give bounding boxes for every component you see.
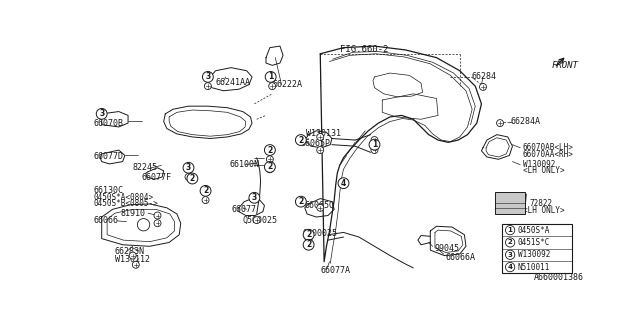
Circle shape	[303, 239, 314, 250]
Circle shape	[371, 137, 378, 143]
Circle shape	[253, 217, 260, 224]
Text: 4: 4	[508, 264, 513, 270]
Text: 1: 1	[268, 72, 273, 81]
Text: 66284A: 66284A	[511, 117, 541, 126]
Text: W130092: W130092	[518, 250, 550, 259]
Text: 0450S*A: 0450S*A	[518, 226, 550, 235]
Circle shape	[506, 262, 515, 272]
Text: 72822: 72822	[529, 199, 552, 208]
Circle shape	[266, 166, 273, 173]
Text: 3: 3	[99, 109, 104, 118]
Text: 3: 3	[508, 252, 513, 258]
Text: <LH ONLY>: <LH ONLY>	[522, 166, 564, 175]
Text: 99045: 99045	[434, 244, 459, 253]
Text: W130112: W130112	[115, 255, 150, 264]
Circle shape	[338, 178, 349, 188]
Text: 66241AA: 66241AA	[216, 78, 251, 87]
Circle shape	[204, 83, 211, 90]
Circle shape	[264, 145, 275, 156]
Circle shape	[202, 71, 213, 82]
Circle shape	[305, 235, 312, 242]
Circle shape	[200, 186, 211, 196]
Text: W130092: W130092	[522, 160, 555, 169]
Text: 1: 1	[508, 227, 513, 233]
Text: 1: 1	[372, 140, 377, 149]
Circle shape	[317, 133, 324, 140]
Circle shape	[317, 204, 324, 211]
Circle shape	[506, 238, 515, 247]
Circle shape	[187, 173, 198, 184]
Text: 66070B: 66070B	[94, 119, 124, 128]
Circle shape	[371, 147, 378, 154]
Text: 66070AA<RH>: 66070AA<RH>	[522, 150, 573, 159]
Text: <LH ONLY>: <LH ONLY>	[524, 206, 565, 215]
Circle shape	[479, 84, 486, 90]
Text: A660001386: A660001386	[533, 273, 584, 282]
Text: 66066: 66066	[94, 216, 119, 225]
Circle shape	[138, 219, 150, 231]
Circle shape	[202, 196, 209, 204]
Circle shape	[96, 108, 107, 119]
Text: 2: 2	[268, 146, 273, 155]
Circle shape	[265, 71, 276, 82]
Text: 66283N: 66283N	[115, 247, 145, 256]
Text: 82245: 82245	[132, 163, 157, 172]
Circle shape	[506, 250, 515, 260]
Text: 2: 2	[203, 186, 208, 195]
Text: 2: 2	[508, 239, 513, 245]
Circle shape	[296, 196, 307, 207]
Circle shape	[154, 220, 161, 227]
Circle shape	[264, 162, 275, 172]
Circle shape	[132, 261, 140, 268]
Text: 0450S*A<0804>: 0450S*A<0804>	[94, 193, 154, 202]
Text: 66284: 66284	[472, 72, 497, 81]
Text: 66077F: 66077F	[142, 172, 172, 181]
Circle shape	[129, 252, 136, 259]
Text: FIG.660-2: FIG.660-2	[340, 45, 388, 54]
Text: 2: 2	[306, 230, 311, 239]
Text: W130131: W130131	[307, 129, 341, 138]
Text: 0450S*B<0805->: 0450S*B<0805->	[94, 199, 159, 208]
Circle shape	[506, 226, 515, 235]
Circle shape	[154, 212, 161, 219]
Text: 0451S*C: 0451S*C	[518, 238, 550, 247]
Circle shape	[369, 139, 380, 150]
Text: 66070AB<LH>: 66070AB<LH>	[522, 143, 573, 152]
Circle shape	[317, 147, 324, 154]
Circle shape	[497, 120, 504, 127]
Circle shape	[296, 135, 307, 145]
Circle shape	[183, 162, 194, 173]
Text: Q500025: Q500025	[243, 216, 278, 225]
Circle shape	[266, 156, 273, 163]
Circle shape	[303, 229, 314, 240]
Circle shape	[185, 173, 192, 180]
Text: 2: 2	[189, 174, 195, 183]
Text: 66066A: 66066A	[445, 252, 475, 261]
Text: 66100N: 66100N	[230, 160, 260, 169]
Circle shape	[269, 83, 276, 90]
Circle shape	[249, 192, 260, 203]
Text: 2: 2	[306, 240, 311, 249]
Text: 66077A: 66077A	[320, 267, 350, 276]
Text: 66077: 66077	[231, 205, 256, 214]
Text: FRONT: FRONT	[552, 61, 579, 70]
Text: 2: 2	[268, 163, 273, 172]
Text: 2: 2	[298, 136, 303, 145]
Text: 81910: 81910	[120, 209, 145, 218]
Text: 66222A: 66222A	[272, 80, 302, 89]
Text: 3: 3	[205, 72, 211, 81]
Text: N510011: N510011	[518, 263, 550, 272]
Text: 66065P: 66065P	[301, 140, 331, 148]
Text: 66065Q: 66065Q	[305, 201, 335, 210]
Text: 66130C: 66130C	[94, 186, 124, 195]
Text: 3: 3	[186, 163, 191, 172]
Text: 66077D: 66077D	[94, 152, 124, 161]
Text: 4: 4	[341, 179, 346, 188]
Bar	[495, 192, 525, 214]
Bar	[502, 224, 572, 273]
Text: Q500025: Q500025	[303, 229, 337, 238]
Text: 2: 2	[298, 197, 303, 206]
Text: 3: 3	[252, 193, 257, 202]
